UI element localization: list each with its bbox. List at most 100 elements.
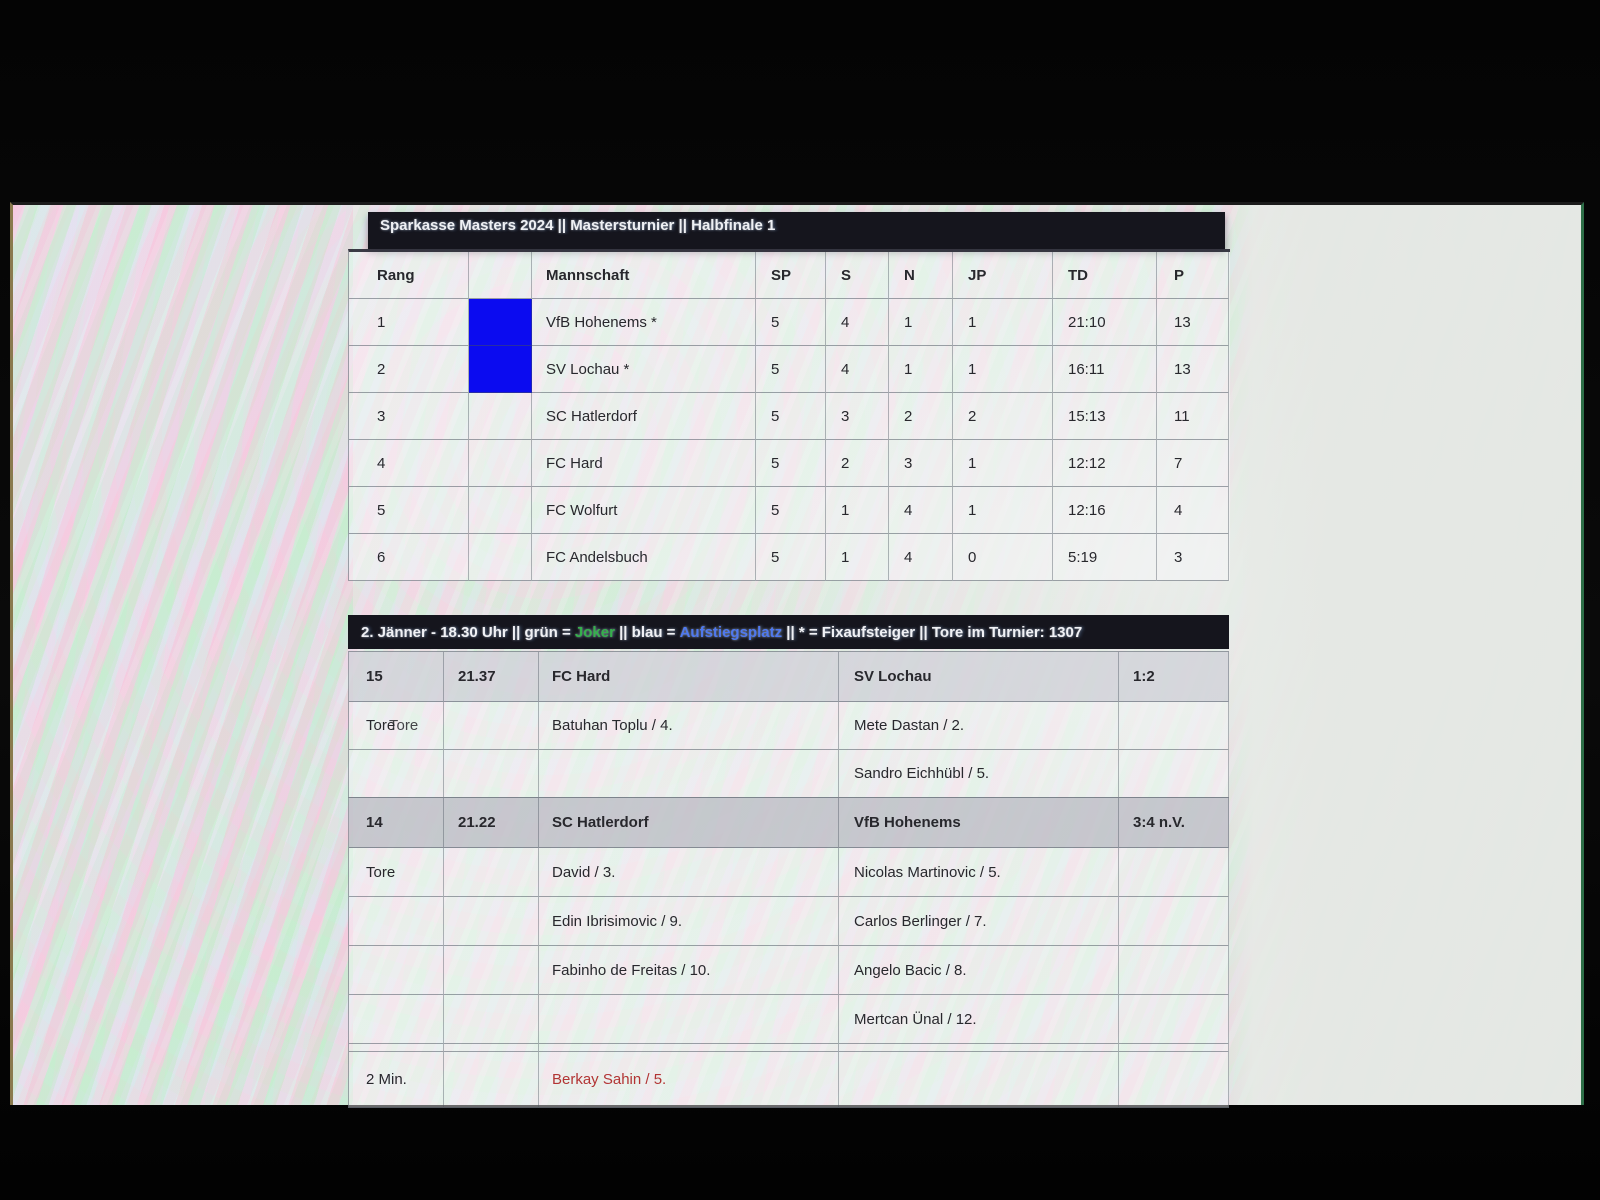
goal-scorer-away: Mete Dastan / 2. xyxy=(839,702,1119,750)
promotion-marker xyxy=(469,534,532,581)
match-number: 15 xyxy=(349,652,444,702)
spacer-row-cell xyxy=(349,1044,444,1052)
standings-cell-rang: 4 xyxy=(349,440,469,487)
match-row-label: Tore Tore xyxy=(349,702,444,750)
standings-cell-sp: 5 xyxy=(756,393,826,440)
goal-scorer-home: Edin Ibrisimovic / 9. xyxy=(539,897,839,946)
standings-cell-td: 5:19 xyxy=(1053,534,1157,581)
standings-cell-rang: 6 xyxy=(349,534,469,581)
standings-cell-n: 2 xyxy=(889,393,953,440)
standings-cell-jp: 1 xyxy=(953,346,1053,393)
standings-cell-jp: 1 xyxy=(953,440,1053,487)
match-row-label xyxy=(349,995,444,1044)
goal-scorer-away: Carlos Berlinger / 7. xyxy=(839,897,1119,946)
spacer-row-cell xyxy=(839,1044,1119,1052)
legend-segment: 2. Jänner - 18.30 Uhr || grün = xyxy=(361,623,575,641)
standings-cell-p: 7 xyxy=(1157,440,1229,487)
standings-cell-s: 3 xyxy=(826,393,889,440)
match-time: 21.22 xyxy=(444,798,539,848)
standings-header-rang: Rang xyxy=(349,252,469,299)
spacer-row-cell xyxy=(539,1044,839,1052)
standings-cell-jp: 1 xyxy=(953,487,1053,534)
standings-cell-team: VfB Hohenems * xyxy=(532,299,756,346)
standings-cell-sp: 5 xyxy=(756,299,826,346)
row-label-ghost: Tore xyxy=(389,717,419,734)
standings-cell-sp: 5 xyxy=(756,534,826,581)
standings-cell-rang: 5 xyxy=(349,487,469,534)
standings-header-sp: SP xyxy=(756,252,826,299)
match-row-score-cell xyxy=(1119,946,1229,995)
match-row-time-cell xyxy=(444,897,539,946)
standings-cell-s: 1 xyxy=(826,487,889,534)
row-label-text: 2 Min. xyxy=(366,1071,407,1088)
standings-cell-team: FC Hard xyxy=(532,440,756,487)
match-row-time-cell xyxy=(444,995,539,1044)
match-away-team: VfB Hohenems xyxy=(839,798,1119,848)
standings-cell-jp: 0 xyxy=(953,534,1053,581)
standings-header-marker xyxy=(469,252,532,299)
moire-stripes-left xyxy=(13,205,353,1105)
standings-table: Rang Mannschaft SP S N JP TD P 1 VfB Hohenems * 5 4… xyxy=(348,249,1230,581)
standings-header-team: Mannschaft xyxy=(532,252,756,299)
match-time: 21.37 xyxy=(444,652,539,702)
match-row-time-cell xyxy=(444,702,539,750)
goal-scorer-away: Angelo Bacic / 8. xyxy=(839,946,1119,995)
goal-scorer-away xyxy=(839,1052,1119,1108)
standings-header-s: S xyxy=(826,252,889,299)
standings-cell-sp: 5 xyxy=(756,487,826,534)
monitor-screen: Sparkasse Masters 2024 || Mastersturnier… xyxy=(10,202,1584,1108)
match-row-score-cell xyxy=(1119,848,1229,897)
match-row-label: Tore xyxy=(349,848,444,897)
match-row-score-cell xyxy=(1119,1052,1229,1108)
match-row-label xyxy=(349,750,444,798)
standings-cell-team: SV Lochau * xyxy=(532,346,756,393)
goal-scorer-away: Mertcan Ünal / 12. xyxy=(839,995,1119,1044)
goal-scorer-home: David / 3. xyxy=(539,848,839,897)
match-row-label xyxy=(349,946,444,995)
legend-segment: || blau = xyxy=(614,623,680,641)
standings-cell-td: 12:12 xyxy=(1053,440,1157,487)
promotion-marker xyxy=(469,299,532,346)
standings-header-jp: JP xyxy=(953,252,1053,299)
standings-cell-s: 4 xyxy=(826,346,889,393)
match-score: 1:2 xyxy=(1119,652,1229,702)
goal-scorer-away: Sandro Eichhübl / 5. xyxy=(839,750,1119,798)
standings-cell-td: 15:13 xyxy=(1053,393,1157,440)
match-row-score-cell xyxy=(1119,897,1229,946)
match-score: 3:4 n.V. xyxy=(1119,798,1229,848)
match-number: 14 xyxy=(349,798,444,848)
tournament-title: Sparkasse Masters 2024 || Mastersturnier… xyxy=(380,217,776,234)
standings-cell-s: 1 xyxy=(826,534,889,581)
standings-cell-td: 21:10 xyxy=(1053,299,1157,346)
goal-scorer-home: Berkay Sahin / 5. xyxy=(539,1052,839,1108)
goal-scorer-home xyxy=(539,750,839,798)
match-row-label: 2 Min. xyxy=(349,1052,444,1108)
promotion-marker xyxy=(469,346,532,393)
standings-header-td: TD xyxy=(1053,252,1157,299)
standings-cell-team: SC Hatlerdorf xyxy=(532,393,756,440)
match-result-table-1: 15 21.37 FC Hard SV Lochau 1:2 Tore Tore Batuha… xyxy=(348,651,1229,798)
standings-cell-rang: 2 xyxy=(349,346,469,393)
standings-cell-s: 2 xyxy=(826,440,889,487)
match-home-team: FC Hard xyxy=(539,652,839,702)
legend-segment: Aufstiegsplatz xyxy=(679,623,783,641)
standings-cell-team: FC Wolfurt xyxy=(532,487,756,534)
goal-scorer-home: Batuhan Toplu / 4. xyxy=(539,702,839,750)
spacer-row-cell xyxy=(1119,1044,1229,1052)
standings-cell-rang: 1 xyxy=(349,299,469,346)
goal-scorer-home xyxy=(539,995,839,1044)
standings-header-p: P xyxy=(1157,252,1229,299)
promotion-marker xyxy=(469,487,532,534)
match-row-score-cell xyxy=(1119,995,1229,1044)
standings-cell-p: 4 xyxy=(1157,487,1229,534)
row-label-text: Tore xyxy=(366,863,396,881)
match-row-score-cell xyxy=(1119,750,1229,798)
legend-segment: || * = Fixaufsteiger || Tore im Turnier:… xyxy=(782,623,1083,641)
legend-segment: Joker xyxy=(574,623,615,641)
standings-cell-td: 12:16 xyxy=(1053,487,1157,534)
standings-cell-p: 13 xyxy=(1157,346,1229,393)
standings-cell-s: 4 xyxy=(826,299,889,346)
row-label-text: Tore xyxy=(366,717,396,734)
standings-cell-sp: 5 xyxy=(756,346,826,393)
standings-cell-sp: 5 xyxy=(756,440,826,487)
